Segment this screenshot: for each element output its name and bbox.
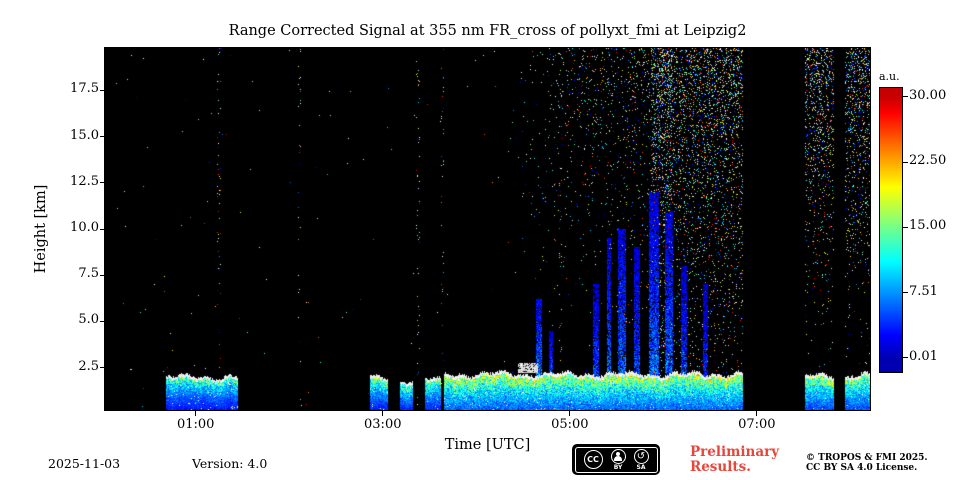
x-tick-label: 05:00: [551, 417, 589, 432]
colorbar-tick-mark: [903, 292, 908, 294]
preliminary-line-1: Preliminary: [690, 444, 780, 460]
y-tick-mark: [100, 228, 105, 230]
y-tick-mark: [100, 136, 105, 138]
x-tick-label: 03:00: [364, 417, 402, 432]
chart-title: Range Corrected Signal at 355 nm FR_cros…: [228, 23, 747, 39]
y-tick-label: 5.0: [78, 312, 99, 328]
preliminary-results-label: Preliminary Results.: [690, 445, 779, 475]
y-tick-mark: [100, 89, 105, 91]
y-tick-mark: [100, 367, 105, 369]
colorbar-tick-label: 7.51: [909, 283, 938, 299]
colorbar-tick-mark: [903, 161, 908, 163]
copyright-label: © TROPOS & FMI 2025. CC BY SA 4.0 Licens…: [806, 453, 928, 473]
y-tick-label: 17.5: [70, 81, 99, 97]
date-label: 2025-11-03: [48, 456, 121, 471]
y-axis-label: Height [km]: [33, 184, 49, 274]
preliminary-line-2: Results.: [690, 459, 751, 475]
copyright-line-2: CC BY SA 4.0 License.: [806, 463, 918, 473]
by-label: BY: [613, 463, 623, 471]
person-head-shape: [616, 451, 620, 456]
cc-badge-inner: CC BY ↺ SA: [574, 446, 658, 473]
sa-label: SA: [636, 463, 646, 471]
cc-logo-text: CC: [587, 455, 599, 464]
x-tick-label: 07:00: [738, 417, 776, 432]
colorbar: [879, 87, 903, 373]
cc-logo-icon: CC: [583, 450, 603, 469]
y-tick-mark: [100, 320, 105, 322]
y-tick-label: 10.0: [70, 220, 99, 235]
heatmap-plot: [104, 47, 871, 411]
y-tick-label: 15.0: [70, 127, 99, 143]
colorbar-unit-label: a.u.: [879, 70, 900, 83]
attribution-person-icon: [610, 448, 626, 464]
colorbar-tick-mark: [903, 357, 908, 359]
colorbar-tick-label: 15.00: [909, 218, 947, 234]
version-label: Version: 4.0: [192, 456, 268, 471]
copyright-line-1: © TROPOS & FMI 2025.: [806, 453, 928, 463]
y-tick-mark: [100, 182, 105, 184]
cc-by-group: BY: [610, 448, 626, 471]
colorbar-tick-label: 30.00: [909, 87, 947, 103]
y-tick-mark: [100, 274, 105, 276]
y-tick-label: 12.5: [70, 173, 99, 189]
x-tick-mark: [195, 411, 197, 416]
colorbar-tick-label: 22.50: [909, 153, 947, 169]
y-tick-label: 7.5: [78, 266, 99, 282]
x-tick-label: 01:00: [176, 417, 215, 432]
x-axis-label: Time [UTC]: [444, 437, 531, 453]
colorbar-tick-mark: [903, 226, 908, 228]
colorbar-tick-label: 0.01: [909, 348, 938, 364]
x-tick-mark: [382, 411, 384, 416]
x-tick-mark: [756, 411, 758, 416]
colorbar-tick-mark: [903, 96, 908, 98]
person-body-shape: [614, 456, 622, 461]
cc-by-sa-license-badge: CC BY ↺ SA: [572, 444, 660, 475]
y-tick-label: 2.5: [78, 358, 99, 374]
cc-sa-group: ↺ SA: [633, 448, 649, 471]
x-tick-mark: [569, 411, 571, 416]
share-alike-arrow-icon: ↺: [633, 448, 649, 464]
